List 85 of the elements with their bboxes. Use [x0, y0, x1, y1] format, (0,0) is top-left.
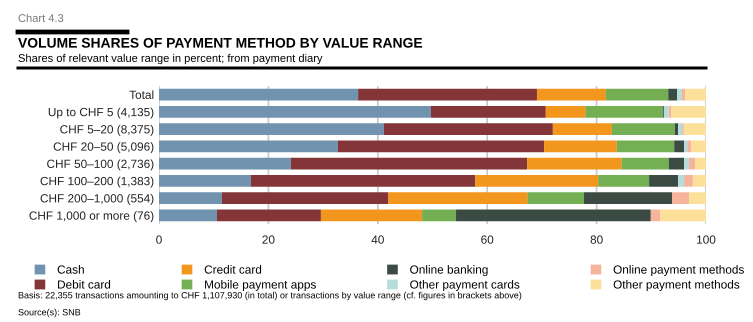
legend-label: Credit card — [204, 265, 262, 274]
bar — [684, 123, 706, 135]
bar — [159, 106, 431, 118]
y-tick-label: Total — [129, 90, 154, 100]
bar — [664, 106, 669, 118]
bar — [695, 158, 706, 170]
bar — [678, 175, 684, 187]
bar — [685, 88, 706, 100]
bar — [250, 175, 476, 187]
x-tick-label: 20 — [262, 235, 275, 244]
bar — [616, 140, 674, 152]
y-tick-label: CHF 100–200 (1,383) — [40, 176, 154, 188]
bar — [456, 210, 651, 222]
bar — [290, 158, 528, 170]
x-tick-label: 40 — [372, 235, 384, 244]
bar — [422, 210, 456, 222]
bar — [674, 123, 678, 135]
x-tick-label: 0 — [156, 235, 162, 244]
y-tick-label: CHF 5–20 (8,375) — [60, 124, 154, 136]
bar — [222, 192, 388, 204]
bar — [672, 192, 690, 204]
legend-label: Other payment methods — [614, 280, 740, 292]
legend-label: Debit card — [58, 280, 110, 289]
y-tick-label: Up to CHF 5 (4,135) — [48, 108, 154, 119]
y-tick-label: CHF 1,000 or more (76) — [29, 211, 154, 222]
bar — [678, 123, 682, 135]
bar — [216, 210, 321, 222]
bar — [650, 210, 660, 222]
bar — [536, 88, 606, 100]
bar — [677, 88, 682, 100]
bar — [544, 140, 617, 152]
bar — [552, 123, 612, 135]
bar — [684, 175, 693, 187]
bar — [668, 158, 684, 170]
y-tick-label: CHF 20–50 (5,096) — [54, 142, 154, 154]
legend-label: Mobile payment apps — [205, 280, 316, 292]
text: Basis: 22,355 transactions amounting to CHF 1,107,930 (in total) or transactions by value range (cf. figures in brackets above) — [18, 292, 522, 300]
bar — [682, 88, 686, 100]
bar — [674, 140, 684, 152]
legend-label: Other payment cards — [410, 280, 520, 292]
bar — [159, 175, 251, 187]
bar — [612, 123, 675, 135]
bar — [660, 210, 706, 222]
legend-label: Cash — [58, 265, 84, 274]
bar — [689, 192, 706, 204]
bar — [388, 192, 528, 204]
y-tick-label: CHF 200–1,000 (554) — [40, 194, 154, 205]
bar — [546, 106, 586, 118]
bar — [689, 158, 696, 170]
bar — [622, 158, 669, 170]
bar — [320, 210, 422, 222]
bar — [691, 140, 706, 152]
bar — [606, 88, 668, 100]
x-tick-label: 60 — [481, 235, 494, 244]
bar — [338, 140, 544, 152]
x-tick-label: 100 — [697, 235, 716, 244]
bar — [649, 175, 678, 187]
bar — [586, 106, 663, 118]
bar — [670, 106, 706, 118]
bar — [159, 210, 217, 222]
bar — [430, 106, 546, 118]
bar — [692, 175, 706, 187]
bar — [159, 123, 384, 135]
bar — [598, 175, 650, 187]
bar — [475, 175, 598, 187]
legend-label: Online banking — [410, 265, 488, 276]
source-note: Source(s): SNB — [18, 308, 80, 318]
bar — [159, 140, 338, 152]
bar — [384, 123, 553, 135]
x-tick-label: 80 — [590, 235, 603, 244]
chart-title: VOLUME SHARES OF PAYMENT METHOD BY VALUE RANGE — [18, 38, 422, 48]
bar — [159, 88, 358, 100]
bar — [358, 88, 537, 100]
bar — [684, 158, 690, 170]
bar — [584, 192, 672, 204]
bar — [668, 88, 678, 100]
bar — [527, 158, 622, 170]
caption: Chart 4.3 — [18, 14, 64, 22]
bar — [159, 158, 291, 170]
bar — [684, 140, 688, 152]
bar — [528, 192, 584, 204]
legend-label: Online payment methods — [614, 265, 744, 276]
bar — [159, 192, 222, 204]
y-tick-label: CHF 50–100 (2,736) — [47, 159, 154, 170]
chart-subtitle: Shares of relevant value range in percent; from payment diary — [18, 54, 322, 64]
